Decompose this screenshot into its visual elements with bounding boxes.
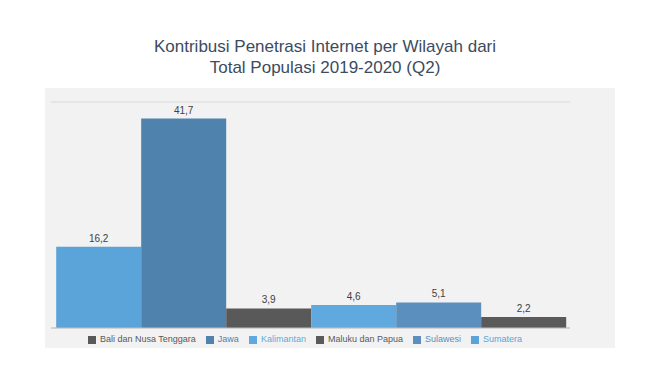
svg-text:5,1: 5,1 <box>432 288 446 299</box>
svg-text:3,9: 3,9 <box>262 294 276 305</box>
html-text:Kalimantan: Kalimantan <box>260 334 306 344</box>
svg-text:2,2: 2,2 <box>517 303 531 314</box>
html-text:Sumatera: Sumatera <box>483 334 522 344</box>
html-text:Jawa: Jawa <box>217 334 239 344</box>
svg-text:16,2: 16,2 <box>89 233 109 244</box>
svg-text:41,7: 41,7 <box>174 105 194 116</box>
html-text:Bali dan Nusa Tenggara: Bali dan Nusa Tenggara <box>100 334 196 344</box>
html-text:Kontribusi Penetrasi Internet: Kontribusi Penetrasi Internet per Wilaya… <box>154 37 496 77</box>
svg-text:4,6: 4,6 <box>347 291 361 302</box>
html-text:Maluku dan Papua: Maluku dan Papua <box>327 334 403 344</box>
html-text:Sulawesi: Sulawesi <box>425 334 461 344</box>
